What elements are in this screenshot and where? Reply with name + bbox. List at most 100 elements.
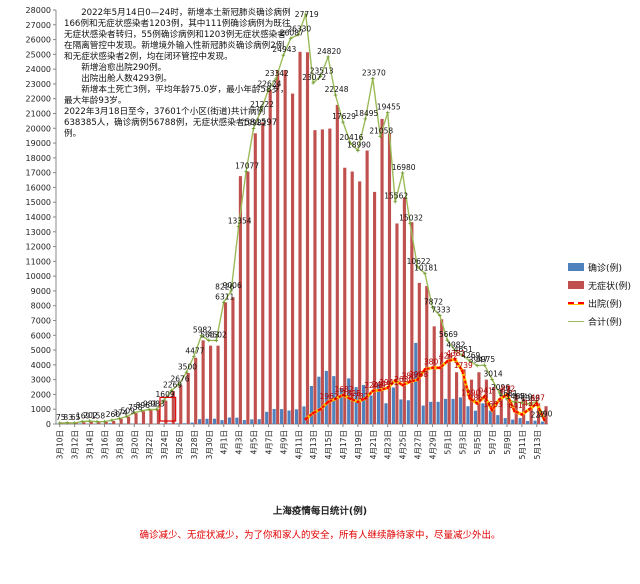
note-1: 2022年5月14日0—24时，新增本土新冠肺炎确诊病例166例和无症状感染者1… [64, 8, 291, 62]
point-total [400, 171, 405, 175]
point-discharged [341, 393, 345, 397]
data-label: 2449 [372, 380, 391, 389]
data-label: 4381 [446, 349, 465, 358]
data-label: 15032 [399, 213, 423, 222]
x-tick-label: 5月5日 [473, 430, 482, 455]
bar-confirmed [429, 401, 433, 424]
bar-asymptomatic [246, 171, 250, 424]
legend-swatch-discharged [568, 301, 584, 305]
bar-confirmed [399, 399, 403, 424]
point-discharged [371, 389, 375, 393]
point-total [214, 338, 219, 343]
point-discharged [431, 366, 434, 370]
data-label: 17077 [235, 162, 259, 171]
bar-asymptomatic [440, 319, 444, 424]
bar-asymptomatic [112, 420, 116, 424]
data-label: 4982 [446, 340, 465, 349]
data-label: 16980 [392, 163, 416, 172]
point-total [371, 76, 375, 81]
point-total [259, 108, 263, 113]
x-tick-label: 4月3日 [235, 430, 244, 455]
bar-asymptomatic [499, 388, 503, 424]
point-total [326, 55, 330, 59]
data-label: 4242 [439, 351, 458, 360]
data-label: 13354 [228, 217, 252, 226]
legend-label-discharged: 出院(例) [588, 299, 623, 310]
point-discharged [416, 378, 419, 382]
bar-asymptomatic [89, 421, 93, 424]
bar-confirmed [488, 410, 492, 424]
point-total [356, 148, 360, 153]
point-discharged [513, 409, 516, 413]
x-tick-label: 5月13日 [533, 430, 542, 459]
bar-asymptomatic [529, 401, 533, 424]
data-label: 374 [113, 408, 128, 417]
data-label: 2676 [170, 374, 189, 383]
bar-confirmed [242, 420, 246, 424]
data-label: 7872 [424, 298, 443, 307]
data-label: 20416 [340, 133, 364, 142]
bar-asymptomatic [350, 171, 354, 424]
data-label: 758 [128, 403, 143, 412]
legend-item-total: 合计(例) [568, 312, 638, 330]
point-total [221, 300, 226, 305]
bar-asymptomatic [373, 191, 377, 424]
data-label: 22624 [258, 79, 282, 88]
data-label: 202 [83, 411, 98, 420]
bar-asymptomatic [291, 93, 295, 425]
chart-caption-subtitle: 确诊减少、无症状减少，为了你和家人的安全，所有人继续静待家中，尽量减少外出。 [139, 530, 501, 541]
bar-asymptomatic [335, 104, 339, 424]
x-tick-label: 5月1日 [443, 430, 452, 455]
data-label: 290 [538, 410, 553, 419]
point-total [80, 419, 84, 424]
y-tick-label: 9000 [31, 287, 51, 296]
data-label: 26087 [280, 28, 304, 37]
point-total [132, 410, 137, 415]
x-tick-label: 4月25日 [399, 430, 408, 459]
point-total [102, 419, 107, 424]
data-label: 2630 [394, 375, 413, 384]
y-tick-label: 19000 [26, 139, 51, 148]
point-total [289, 36, 293, 41]
point-total [423, 271, 427, 276]
note-3: 出院出舱人数4293例。 [81, 74, 172, 84]
bar-confirmed [533, 420, 537, 424]
bar-confirmed [302, 406, 306, 424]
bar-confirmed [481, 403, 485, 424]
bar-asymptomatic [82, 422, 86, 424]
bar-confirmed [183, 423, 187, 424]
bar-confirmed [354, 387, 358, 424]
data-label: 10181 [414, 263, 438, 272]
bar-confirmed [436, 401, 440, 424]
point-total [311, 81, 315, 85]
x-tick-label: 5月7日 [488, 430, 497, 455]
point-total [199, 333, 204, 338]
y-tick-label: 12000 [26, 243, 51, 252]
point-total [445, 338, 450, 342]
bar-asymptomatic [298, 51, 302, 424]
y-tick-label: 7000 [31, 317, 51, 326]
bar-asymptomatic [283, 70, 287, 425]
y-tick-label: 2000 [31, 390, 51, 399]
data-label: 981 [143, 399, 158, 408]
bar-confirmed [391, 387, 395, 424]
x-tick-label: 3月16日 [100, 430, 109, 459]
point-total [154, 407, 159, 412]
data-label: 1825 [342, 389, 361, 398]
point-total [475, 363, 479, 368]
point-discharged [304, 417, 308, 421]
bar-confirmed [280, 409, 284, 424]
y-tick-label: 10000 [26, 272, 51, 281]
y-tick-label: 14000 [26, 213, 51, 222]
data-label: 4502 [208, 330, 227, 339]
note-4: 新增本土死亡3例，平均年龄75.0岁，最小年龄58岁，最大年龄93岁。 [64, 85, 289, 106]
y-tick-label: 5000 [31, 346, 51, 355]
bar-confirmed [168, 423, 172, 424]
data-label: 5653 [200, 330, 219, 339]
point-total [281, 53, 286, 57]
bar-confirmed [518, 418, 522, 424]
bar-confirmed [444, 398, 448, 424]
point-total [236, 224, 241, 229]
data-label: 4269 [461, 351, 480, 360]
